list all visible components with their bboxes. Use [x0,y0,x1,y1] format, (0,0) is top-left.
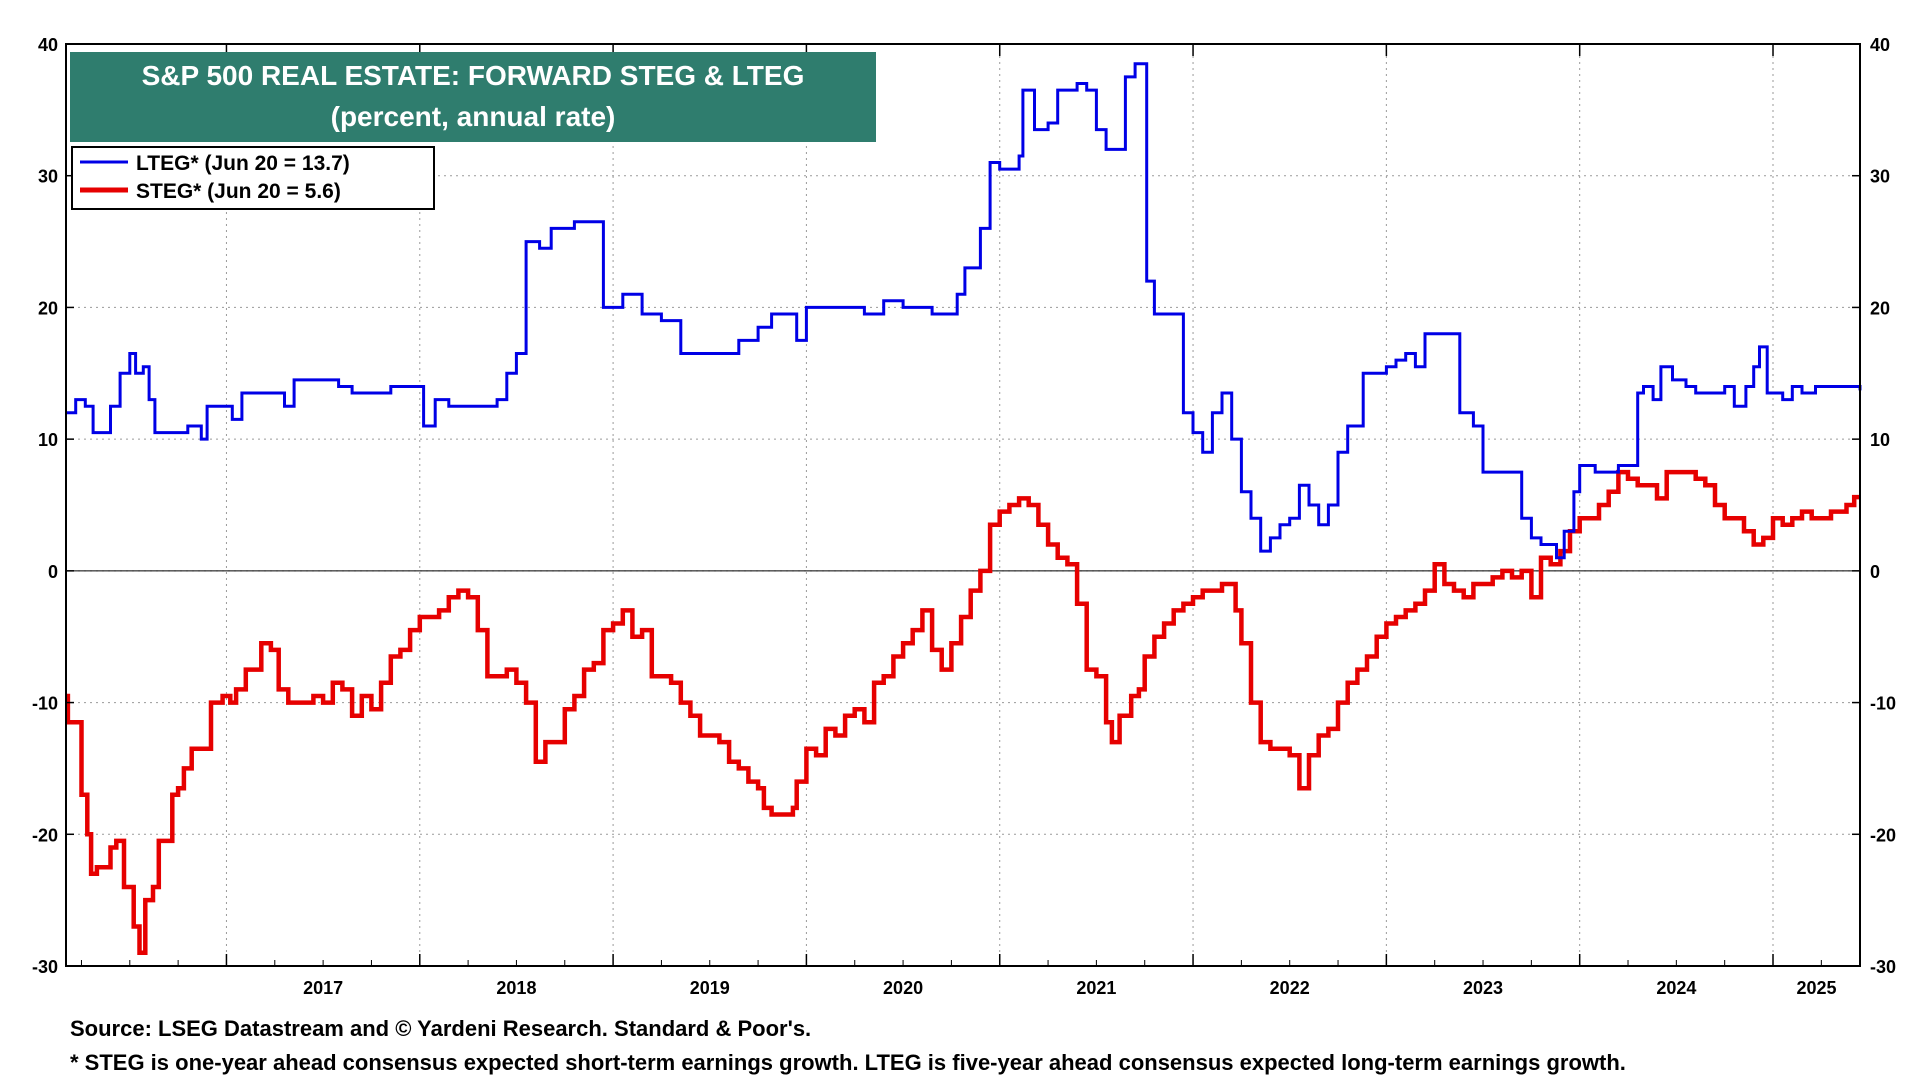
y-tick-label-left: 20 [38,298,58,318]
y-tick-label-right: 20 [1870,298,1890,318]
y-tick-label-left: 0 [48,562,58,582]
series-line-steg [65,469,1860,956]
y-tick-label-left: -30 [32,957,58,977]
y-tick-label-left: -10 [32,694,58,714]
title-box: S&P 500 REAL ESTATE: FORWARD STEG & LTEG… [70,52,876,142]
chart-subtitle: (percent, annual rate) [331,101,616,132]
y-tick-label-right: 0 [1870,562,1880,582]
legend-label-steg: STEG* (Jun 20 = 5.6) [136,180,341,203]
y-tick-label-left: 30 [38,167,58,187]
x-tick-label: 2018 [496,978,536,998]
y-tick-label-right: 40 [1870,35,1890,55]
plot-frame [65,43,1861,967]
x-tick-label: 2023 [1463,978,1503,998]
legend-box [71,146,435,210]
y-axis-right: -30 -20 -10 0 10 20 30 40 [1852,35,1896,977]
source-note: Source: LSEG Datastream and © Yardeni Re… [70,1016,812,1041]
y-tick-label-right: -20 [1870,825,1896,845]
y-axis-left: -30 -20 -10 0 10 20 30 40 [32,35,74,977]
y-tick-label-right: -10 [1870,694,1896,714]
title-background [70,52,876,142]
x-tick-label: 2020 [883,978,923,998]
y-tick-label-right: 10 [1870,430,1890,450]
x-axis: 2017 2018 2019 2020 2021 2022 2023 2024 2025 [80,44,1837,998]
x-tick-label: 2024 [1656,978,1696,998]
series-layer [65,62,1862,956]
legend-label-lteg: LTEG* (Jun 20 = 13.7) [136,152,350,175]
y-tick-label-left: 10 [38,430,58,450]
y-tick-label-right: 30 [1870,167,1890,187]
definition-note: * STEG is one-year ahead consensus expec… [70,1050,1626,1075]
series-line-lteg [66,62,1862,560]
y-tick-label-left: 40 [38,35,58,55]
x-tick-label: 2021 [1076,978,1116,998]
x-tick-label: 2022 [1270,978,1310,998]
y-tick-label-left: -20 [32,825,58,845]
y-tick-label-right: -30 [1870,957,1896,977]
x-tick-label: 2017 [303,978,343,998]
x-tick-label: 2019 [690,978,730,998]
legend: LTEG* (Jun 20 = 13.7) STEG* (Jun 20 = 5.… [71,146,435,210]
x-tick-label: 2025 [1796,978,1836,998]
chart-title: S&P 500 REAL ESTATE: FORWARD STEG & LTEG [142,60,805,91]
